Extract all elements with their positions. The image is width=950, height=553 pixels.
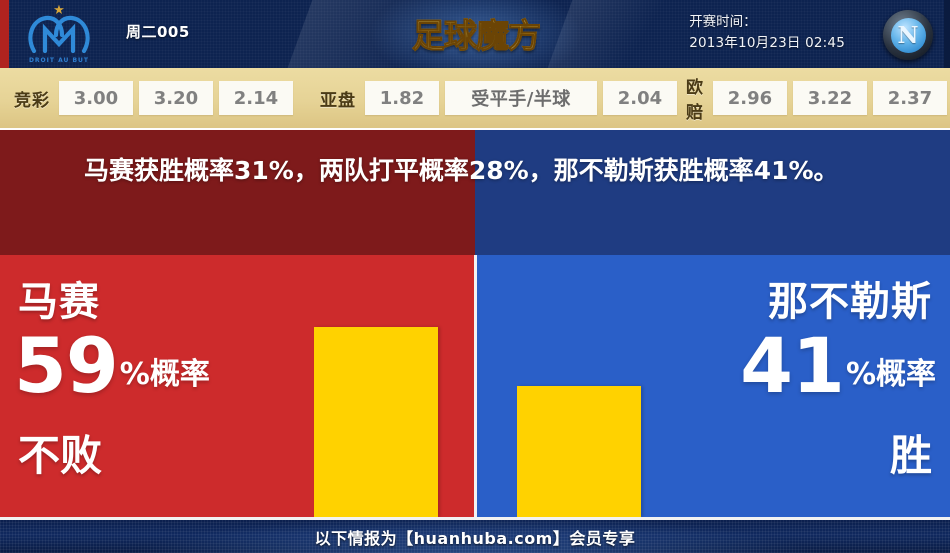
handicap-value-home[interactable]: 1.82	[365, 81, 439, 115]
euro-value-away[interactable]: 2.37	[873, 81, 947, 115]
header-right-edge	[944, 0, 950, 68]
footer-top-divider	[0, 517, 950, 520]
match-number: 周二005	[126, 23, 190, 41]
kickoff-info: 开赛时间： 2013年10月23日 02:45	[689, 12, 845, 54]
banner-right-half	[475, 130, 950, 255]
brand-logo-text: 足球魔方	[412, 9, 542, 57]
away-outcome-label: 胜	[889, 431, 932, 480]
away-probability-value: 41	[740, 321, 845, 410]
bar-home-nonloss	[314, 327, 438, 517]
odds-group-label: 亚盘	[320, 90, 356, 111]
odds-group-label: 竞彩	[14, 90, 50, 111]
chart-center-divider	[474, 255, 477, 517]
probability-statement-text: 马赛获胜概率31%，两队打平概率28%，那不勒斯获胜概率41%。	[84, 156, 839, 185]
odds-group-jingcai: 竞彩 3.00 3.20 2.14	[14, 81, 299, 115]
kickoff-label: 开赛时间：	[689, 14, 757, 30]
odds-group-european: 欧赔 2.96 3.22 2.37	[686, 73, 950, 123]
olympique-marseille-crest-icon[interactable]: ★ DROIT AU BUT	[22, 3, 96, 65]
team-name-away: 那不勒斯	[768, 279, 932, 325]
kickoff-time: 2013年10月23日 02:45	[689, 35, 845, 51]
probability-statement-banner	[0, 130, 950, 255]
home-outcome-label: 不败	[18, 431, 103, 480]
home-probability-value: 59	[14, 321, 119, 410]
euro-value-home[interactable]: 2.96	[713, 81, 787, 115]
brand-logo[interactable]: 足球魔方	[396, 8, 556, 58]
odds-value-away[interactable]: 2.14	[219, 81, 293, 115]
team-name-home: 马赛	[18, 279, 100, 325]
odds-value-home[interactable]: 3.00	[59, 81, 133, 115]
home-probability-suffix: %概率	[119, 357, 210, 393]
away-probability-suffix: %概率	[845, 357, 936, 393]
footer-text: 以下情报为【huanhuba.com】会员专享	[314, 528, 636, 548]
bar-away-win	[517, 386, 641, 517]
home-probability: 59 %概率	[14, 321, 210, 410]
handicap-value-away[interactable]: 2.04	[603, 81, 677, 115]
crest-motto: DROIT AU BUT	[28, 57, 90, 64]
odds-bar: 竞彩 3.00 3.20 2.14 亚盘 1.82 受平手/半球 2.04 欧赔…	[0, 68, 950, 128]
odds-group-asian-handicap: 亚盘 1.82 受平手/半球 2.04	[320, 81, 683, 115]
away-probability: 41 %概率	[740, 321, 936, 410]
header-left-edge	[0, 0, 9, 68]
membership-footer: 以下情报为【huanhuba.com】会员专享	[0, 520, 950, 553]
napoli-crest-letter: N	[890, 17, 926, 53]
napoli-crest-icon[interactable]: N	[883, 10, 933, 60]
crest-star-icon: ★	[53, 3, 65, 18]
om-monogram-icon	[28, 15, 90, 53]
match-header: ★ DROIT AU BUT 周二005 足球魔方 开赛时间： 2013年10月…	[0, 0, 950, 68]
odds-group-label: 欧赔	[686, 78, 704, 123]
euro-value-draw[interactable]: 3.22	[793, 81, 867, 115]
banner-top-divider	[0, 128, 950, 130]
handicap-line[interactable]: 受平手/半球	[445, 81, 597, 115]
header-diagonal-sheen-2	[547, 0, 713, 68]
odds-value-draw[interactable]: 3.20	[139, 81, 213, 115]
banner-left-half	[0, 130, 475, 255]
probability-bar-chart: 马赛 59 %概率 不败 那不勒斯 41 %概率 胜	[0, 255, 950, 517]
